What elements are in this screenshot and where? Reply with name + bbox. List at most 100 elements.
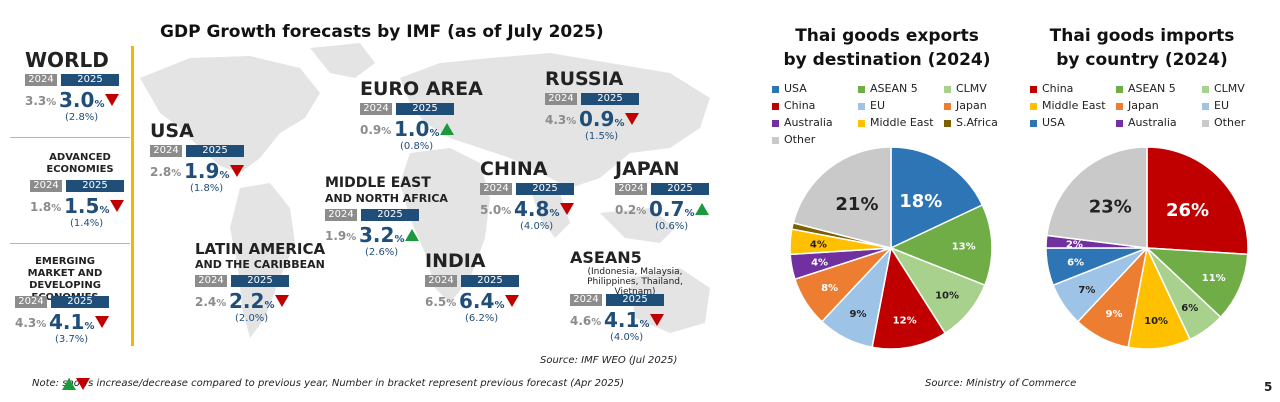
value-2025: 3.0% — [59, 88, 105, 112]
trend-down-arrow-icon — [110, 200, 124, 212]
pie-data-label: 12% — [893, 315, 917, 326]
value-2025: 1.9% — [184, 159, 230, 183]
region-subtitle: AND THE CARIBBEAN — [195, 258, 325, 271]
year-2025-tag: 2025 — [651, 183, 709, 195]
pie-data-label: 2% — [1066, 239, 1083, 250]
region-subtitle: AND NORTH AFRICA — [325, 192, 448, 205]
legend-entry: Japan — [944, 99, 987, 112]
value-2025: 3.2% — [359, 223, 405, 247]
region-name: INDIA — [425, 250, 486, 272]
region-name: EURO AREA — [360, 78, 483, 100]
value-2024: 5.0% — [480, 203, 512, 217]
value-2025: 4.8% — [514, 197, 560, 221]
value-2024: 6.5% — [425, 295, 457, 309]
legend-label: USA — [784, 82, 807, 95]
year-2024-tag: 2024 — [615, 183, 647, 195]
previous-forecast: (2.6%) — [365, 247, 399, 258]
pie-data-label: 6% — [1181, 303, 1198, 314]
year-2024-tag: 2024 — [30, 180, 62, 192]
region-name: JAPAN — [615, 158, 680, 180]
value-2025: 4.1% — [49, 310, 95, 334]
year-2025-tag: 2025 — [66, 180, 124, 192]
pie-slice — [890, 146, 984, 250]
legend-swatch — [1202, 119, 1209, 127]
legend-label: Middle East — [870, 116, 934, 129]
pie-data-label: 11% — [1202, 273, 1226, 284]
trend-down-arrow-icon — [625, 113, 639, 125]
legend-swatch — [944, 102, 951, 110]
region-name: CHINA — [480, 158, 548, 180]
world-map-background — [140, 43, 710, 338]
legend-label: EU — [1214, 99, 1230, 112]
value-2024: 4.6% — [570, 314, 602, 328]
region-name: ASEAN5 — [570, 248, 642, 267]
value-2025: 4.1% — [604, 308, 650, 332]
year-2024-tag: 2024 — [25, 74, 57, 86]
import-title-line1: Thai goods imports — [1049, 26, 1235, 46]
year-2025-tag: 2025 — [51, 296, 109, 308]
region-name: ADVANCED ECONOMIES — [46, 152, 114, 175]
legend-entry: S.Africa — [944, 116, 998, 129]
trend-down-arrow-icon — [105, 94, 119, 106]
legend-label: Middle East — [1042, 99, 1106, 112]
year-2024-tag: 2024 — [325, 209, 357, 221]
page-number: 5 — [1264, 380, 1273, 394]
legend-entry: Middle East — [858, 116, 934, 129]
previous-forecast: (3.7%) — [55, 334, 89, 345]
trend-down-arrow-icon — [560, 203, 574, 215]
legend-entry: Other — [1202, 116, 1245, 129]
region-name: RUSSIA — [545, 68, 624, 90]
pie-data-label: 26% — [1166, 200, 1209, 221]
value-2024: 4.3% — [545, 113, 577, 127]
legend-swatch — [1202, 85, 1209, 93]
pie-data-label: 10% — [1144, 316, 1168, 327]
pie-slice — [1144, 247, 1249, 319]
legend-entry: Japan — [1116, 99, 1159, 112]
pie-data-label: 8% — [821, 283, 838, 294]
previous-forecast: (0.8%) — [400, 141, 434, 152]
year-2025-tag: 2025 — [606, 294, 664, 306]
pie-slice — [1146, 146, 1249, 256]
legend-label: China — [1042, 82, 1074, 95]
legend-entry: CLMV — [944, 82, 987, 95]
trend-up-arrow-icon — [440, 123, 454, 135]
trend-down-arrow-icon — [650, 314, 664, 326]
legend-swatch — [772, 85, 779, 93]
year-2024-tag: 2024 — [545, 93, 577, 105]
value-2024: 2.8% — [150, 165, 182, 179]
pie-slice — [792, 146, 892, 249]
region-name: WORLD — [25, 48, 109, 72]
legend-label: CLMV — [956, 82, 987, 95]
year-2025-tag: 2025 — [231, 275, 289, 287]
pie-data-label: 23% — [1089, 196, 1132, 217]
imf-source: Source: IMF WEO (Jul 2025) — [540, 355, 678, 366]
legend-swatch — [1030, 85, 1037, 93]
region-subtitle: (Indonesia, Malaysia, Philippines, Thail… — [587, 267, 683, 297]
legend-label: ASEAN 5 — [1128, 82, 1176, 95]
previous-forecast: (4.0%) — [520, 221, 554, 232]
legend-entry: Middle East — [1030, 99, 1106, 112]
legend-swatch — [772, 136, 779, 144]
legend-swatch — [1202, 102, 1209, 110]
year-2024-tag: 2024 — [425, 275, 457, 287]
year-2025-tag: 2025 — [396, 103, 454, 115]
legend-entry: Other — [772, 133, 815, 146]
region-name: USA — [150, 120, 194, 142]
year-2024-tag: 2024 — [570, 294, 602, 306]
separator-line — [10, 243, 130, 244]
legend-entry: EU — [858, 99, 885, 112]
legend-entry: ASEAN 5 — [858, 82, 918, 95]
value-2024: 0.9% — [360, 123, 392, 137]
value-2025: 1.0% — [394, 117, 440, 141]
year-2024-tag: 2024 — [15, 296, 47, 308]
legend-swatch — [858, 102, 865, 110]
previous-forecast: (1.4%) — [70, 218, 104, 229]
legend-entry: USA — [772, 82, 807, 95]
pie-data-label: 6% — [1067, 258, 1084, 269]
year-2025-tag: 2025 — [186, 145, 244, 157]
note-down-arrow-icon — [76, 378, 90, 390]
legend-label: Japan — [956, 99, 987, 112]
value-2025: 0.9% — [579, 107, 625, 131]
previous-forecast: (1.8%) — [190, 183, 224, 194]
legend-swatch — [1030, 119, 1037, 127]
